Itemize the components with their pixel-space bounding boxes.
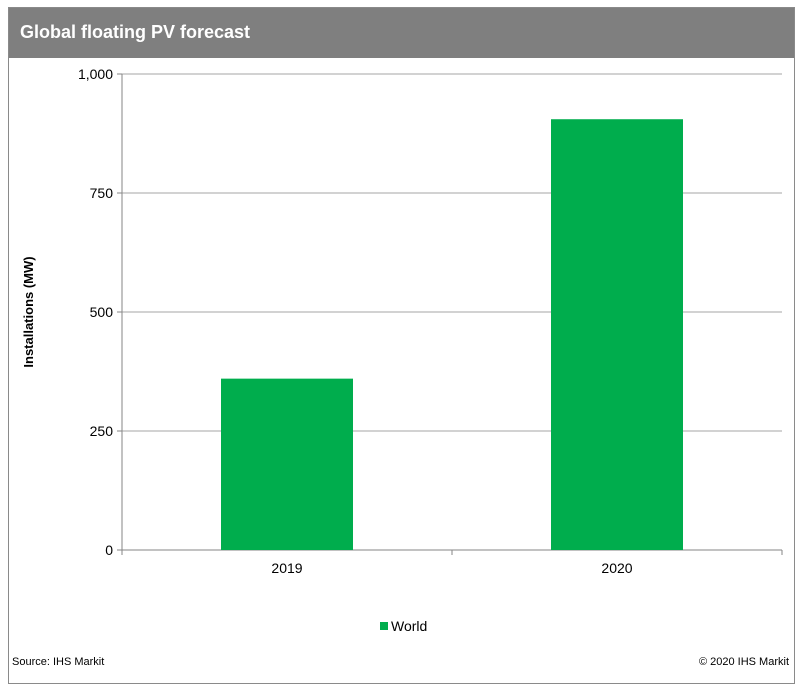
bar-2020 [551, 119, 683, 550]
y-tick-label: 750 [90, 185, 114, 201]
bar-2019 [221, 378, 353, 550]
source-note: Source: IHS Markit [12, 656, 105, 668]
x-tick-label: 2019 [271, 560, 302, 576]
legend-label-world: World [391, 618, 427, 634]
tick-labels: 0 250 500 750 1,000 2019 2020 [78, 66, 633, 576]
legend: World [380, 618, 427, 634]
chart-title: Global floating PV forecast [20, 22, 251, 42]
title-bar: Global floating PV forecast [9, 8, 794, 58]
bars [221, 119, 683, 550]
copyright-note: © 2020 IHS Markit [698, 656, 789, 668]
y-axis-label: Installations (MW) [21, 256, 36, 367]
legend-swatch-world [380, 622, 388, 630]
y-tick-label: 250 [90, 423, 114, 439]
y-tick-label: 500 [90, 304, 114, 320]
y-tick-label: 0 [105, 542, 113, 558]
y-tick-label: 1,000 [78, 66, 113, 82]
x-tick-label: 2020 [601, 560, 632, 576]
